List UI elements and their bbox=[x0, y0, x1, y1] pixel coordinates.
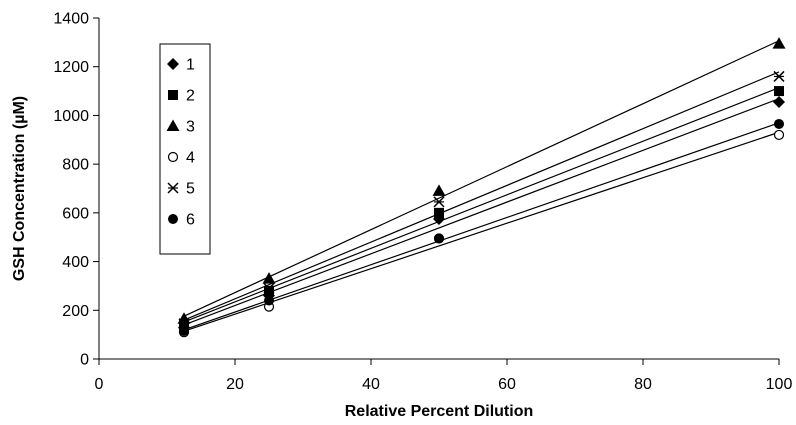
y-axis-title: GSH Concentration (µM) bbox=[11, 96, 28, 281]
y-tick-label: 600 bbox=[62, 205, 89, 222]
legend-marker-6 bbox=[168, 214, 178, 224]
y-tick-label: 1400 bbox=[53, 11, 89, 28]
y-tick-label: 200 bbox=[62, 303, 89, 320]
x-axis-title: Relative Percent Dilution bbox=[345, 403, 534, 420]
legend-marker-5 bbox=[167, 182, 179, 194]
x-tick-label: 100 bbox=[766, 376, 793, 393]
legend-label: 2 bbox=[186, 88, 195, 105]
y-tick-label: 1200 bbox=[53, 59, 89, 76]
y-tick-label: 0 bbox=[80, 352, 89, 369]
y-tick-label: 400 bbox=[62, 254, 89, 271]
legend: 1 2 3 4 5 6 bbox=[159, 43, 211, 255]
point-series-4 bbox=[773, 129, 785, 141]
trendline-series-4 bbox=[183, 131, 780, 332]
point-series-6 bbox=[179, 325, 189, 336]
trendline-series-5 bbox=[183, 71, 780, 321]
x-tick-label: 0 bbox=[95, 376, 104, 393]
trendline-series-1 bbox=[183, 98, 780, 326]
x-tick-label: 20 bbox=[226, 376, 244, 393]
data-points bbox=[177, 37, 786, 338]
x-tick-label: 80 bbox=[634, 376, 652, 393]
point-series-2 bbox=[179, 319, 189, 330]
x-tick-label: 40 bbox=[362, 376, 380, 393]
legend-label: 4 bbox=[186, 150, 195, 167]
trendline-series-6 bbox=[183, 122, 780, 331]
legend-label: 3 bbox=[186, 119, 195, 136]
point-series-3 bbox=[262, 272, 276, 284]
point-series-5 bbox=[178, 318, 190, 330]
point-series-5 bbox=[263, 282, 275, 294]
point-series-2 bbox=[774, 86, 784, 97]
legend-marker-3 bbox=[166, 119, 180, 131]
y-tick-label: 1000 bbox=[53, 108, 89, 125]
point-series-2 bbox=[434, 207, 444, 218]
trendline-series-3 bbox=[183, 40, 780, 317]
legend-box bbox=[159, 43, 211, 255]
trendlines bbox=[183, 40, 780, 332]
point-series-2 bbox=[264, 285, 274, 296]
legend-marker-4 bbox=[167, 151, 179, 163]
point-series-1 bbox=[773, 96, 785, 109]
point-series-6 bbox=[434, 233, 444, 244]
axes: 0 200 400 600 800 1000 1200 1400 0 20 40 60 80 100 bbox=[53, 11, 792, 394]
point-series-5 bbox=[773, 70, 785, 82]
legend-marker-1 bbox=[167, 58, 179, 70]
x-tick-label: 60 bbox=[498, 376, 516, 393]
legend-label: 5 bbox=[186, 181, 195, 198]
point-series-3 bbox=[432, 184, 446, 196]
legend-marker-2 bbox=[168, 90, 178, 100]
point-series-3 bbox=[772, 37, 786, 49]
point-series-6 bbox=[264, 295, 274, 306]
point-series-6 bbox=[774, 118, 784, 129]
point-series-5 bbox=[433, 196, 445, 208]
trendline-series-2 bbox=[183, 87, 780, 323]
y-tick-label: 800 bbox=[62, 157, 89, 174]
legend-label: 1 bbox=[186, 57, 195, 74]
legend-label: 6 bbox=[186, 212, 195, 229]
